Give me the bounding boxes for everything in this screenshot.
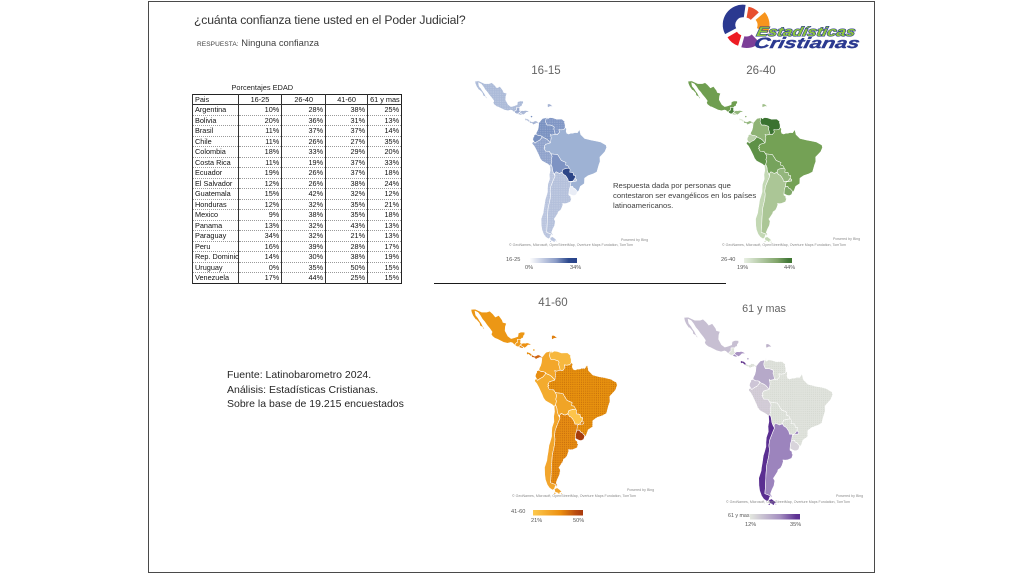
svg-text:Estadísticas: Estadísticas (755, 25, 857, 40)
svg-text:Cristianas: Cristianas (753, 34, 862, 51)
